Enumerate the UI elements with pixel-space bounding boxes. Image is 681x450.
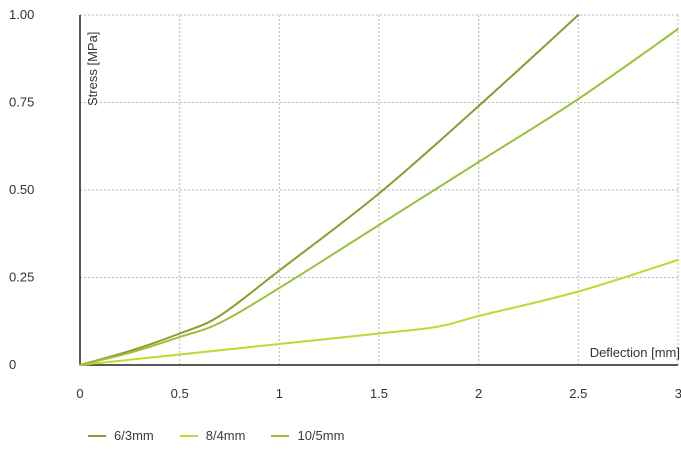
x-tick-label: 0 (76, 386, 83, 401)
x-tick-label: 1 (276, 386, 283, 401)
legend-item-2: 10/5mm (271, 428, 344, 443)
axes (79, 15, 678, 366)
x-tick-label: 1.5 (370, 386, 388, 401)
series-lines (79, 14, 679, 366)
y-tick-label: 0.50 (9, 182, 34, 197)
y-tick-label: 1.00 (9, 7, 34, 22)
legend-label: 6/3mm (114, 428, 154, 443)
x-tick-labels: 0 0.5 1 1.5 2 2.5 3 (76, 386, 681, 401)
y-axis-label: Stress [MPa] (85, 32, 100, 106)
y-tick-label: 0.25 (9, 270, 34, 285)
legend-swatch (88, 434, 106, 437)
x-tick-label: 2.5 (569, 386, 587, 401)
legend-label: 8/4mm (205, 428, 246, 443)
x-tick-label: 2 (475, 386, 482, 401)
legend-label: 10/5mm (297, 428, 345, 443)
x-tick-label: 0.5 (171, 386, 189, 401)
x-tick-label: 3 (675, 386, 681, 401)
series-line-10/5mm (79, 28, 679, 366)
series-line-8/4mm (79, 259, 679, 366)
legend-swatch (271, 434, 290, 437)
legend-item-0: 6/3mm (88, 428, 154, 443)
x-axis-label: Deflection [mm] (590, 345, 680, 360)
grid (80, 14, 679, 365)
y-tick-labels: 0 0.25 0.50 0.75 1.00 (9, 7, 34, 372)
y-tick-label: 0 (9, 357, 16, 372)
legend: 6/3mm 8/4mm 10/5mm (88, 428, 344, 443)
y-tick-label: 0.75 (9, 95, 34, 110)
series-line-6/3mm (79, 14, 580, 366)
legend-item-1: 8/4mm (179, 428, 246, 443)
legend-swatch (179, 434, 198, 437)
